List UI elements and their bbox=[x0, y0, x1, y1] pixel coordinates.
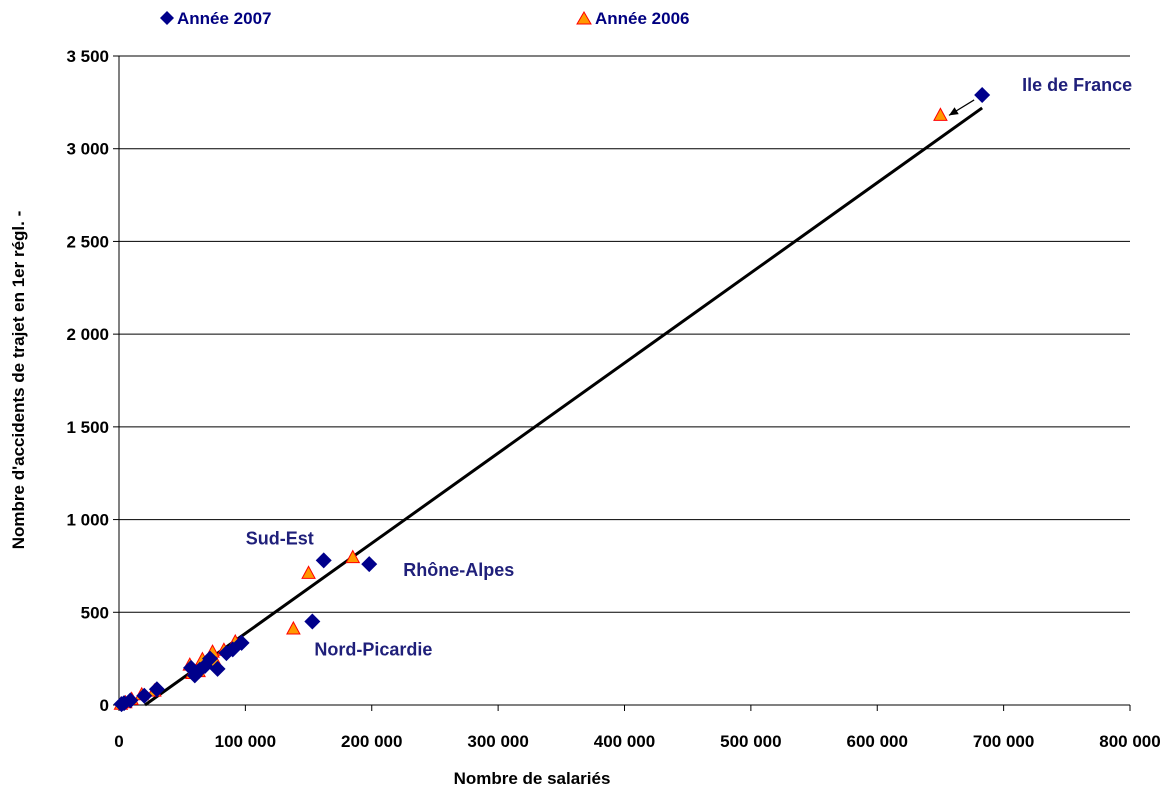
point-2006-0 bbox=[933, 107, 948, 121]
x-tick-label-1: 100 000 bbox=[215, 732, 276, 751]
point-2006-3 bbox=[286, 620, 301, 635]
point-2007-0 bbox=[974, 86, 991, 103]
x-tick-label-4: 400 000 bbox=[594, 732, 655, 751]
legend-triangle-marker bbox=[576, 11, 592, 25]
y-axis-title: Nombre d'accidents de trajet en 1er régl… bbox=[9, 211, 28, 549]
annotation-label-3: Nord-Picardie bbox=[314, 640, 432, 660]
y-tick-label-7: 3 500 bbox=[66, 47, 109, 66]
point-2007-14 bbox=[136, 687, 153, 704]
annotation-arrow-head bbox=[948, 107, 959, 116]
point-2007-13 bbox=[148, 681, 165, 698]
legend-label-2007: Année 2007 bbox=[177, 9, 272, 28]
y-tick-label-4: 2 000 bbox=[66, 325, 109, 344]
point-2007-17 bbox=[113, 696, 130, 713]
legend-item-2007: Année 2007 bbox=[160, 9, 272, 28]
data-points bbox=[113, 86, 991, 713]
y-tick-label-5: 2 500 bbox=[66, 232, 109, 251]
gridlines bbox=[119, 55, 1130, 613]
x-tick-label-6: 600 000 bbox=[847, 732, 908, 751]
trendline bbox=[144, 106, 984, 707]
x-tick-label-7: 700 000 bbox=[973, 732, 1034, 751]
annotation-label-2: Rhône-Alpes bbox=[403, 560, 514, 580]
point-2007-2 bbox=[361, 556, 378, 573]
point-2007-3 bbox=[304, 613, 321, 630]
point-2007-7 bbox=[209, 660, 226, 677]
annotation-label-0: Ile de France bbox=[1022, 75, 1132, 95]
y-tick-label-3: 1 500 bbox=[66, 418, 109, 437]
x-tick-label-3: 300 000 bbox=[467, 732, 528, 751]
y-tick-label-1: 500 bbox=[81, 603, 109, 622]
y-tick-label-6: 3 000 bbox=[66, 140, 109, 159]
legend-diamond-marker bbox=[160, 11, 174, 25]
x-tick-label-2: 200 000 bbox=[341, 732, 402, 751]
x-tick-labels: 0 100 000 200 000 300 000 400 000 500 000 600 … bbox=[114, 732, 1160, 751]
point-2007-12 bbox=[183, 659, 200, 676]
legend-label-2006: Année 2006 bbox=[595, 9, 690, 28]
point-2007-6 bbox=[218, 645, 235, 662]
legend: Année 2007 Année 2006 bbox=[160, 9, 690, 28]
axes bbox=[113, 55, 1131, 711]
annotation-label-1: Sud-Est bbox=[246, 528, 314, 548]
point-2006-2 bbox=[301, 565, 316, 579]
annotations: Ile de France Sud-Est Rhône-Alpes Nord-Pica… bbox=[246, 75, 1132, 660]
point-2007-1 bbox=[315, 552, 332, 569]
y-tick-label-0: 0 bbox=[100, 696, 109, 715]
x-tick-label-8: 800 000 bbox=[1099, 732, 1160, 751]
point-2006-1 bbox=[345, 549, 361, 564]
y-tick-label-2: 1 000 bbox=[66, 511, 109, 530]
trendline-group bbox=[144, 106, 984, 707]
x-tick-label-0: 0 bbox=[114, 732, 123, 751]
x-axis-title: Nombre de salariés bbox=[454, 769, 611, 788]
legend-item-2006: Année 2006 bbox=[576, 9, 690, 28]
y-tick-labels: 0 500 1 000 1 500 2 000 2 500 3 000 3 500 bbox=[66, 47, 109, 715]
x-tick-label-5: 500 000 bbox=[720, 732, 781, 751]
